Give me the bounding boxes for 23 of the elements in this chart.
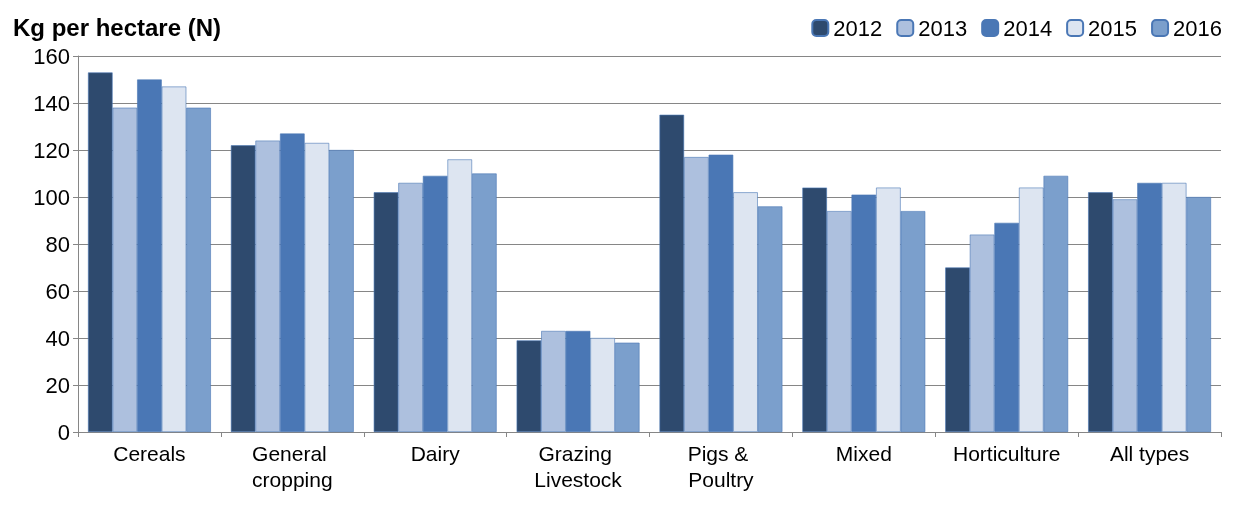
- y-tick-label: 120: [33, 137, 70, 163]
- x-tick-label: Horticulture: [953, 441, 1061, 465]
- legend-label: 2013: [918, 15, 968, 41]
- y-tick-label: 0: [57, 419, 70, 445]
- legend-label: 2012: [833, 15, 883, 41]
- legend-label: 2016: [1173, 15, 1223, 41]
- x-tick-label: Grazing Livestock: [534, 441, 623, 491]
- x-tick-label: Cereals: [113, 441, 186, 465]
- legend-label: 2015: [1088, 15, 1138, 41]
- x-tick-label: General cropping: [252, 441, 333, 491]
- legend-label: 2014: [1003, 15, 1053, 41]
- y-tick-label: 20: [45, 372, 70, 398]
- x-tick-label: Dairy: [410, 441, 461, 465]
- x-tick-label: Pigs & Poultry: [687, 441, 755, 491]
- y-tick-label: 160: [33, 43, 70, 69]
- y-tick-label: 60: [45, 278, 70, 304]
- y-tick-label: 140: [33, 90, 70, 116]
- y-tick-label: 80: [45, 231, 70, 257]
- x-tick-label: All types: [1109, 441, 1190, 465]
- y-tick-label: 40: [45, 325, 70, 351]
- y-axis-title: Kg per hectare (N): [13, 13, 222, 41]
- x-tick-label: Mixed: [835, 441, 892, 465]
- y-tick-label: 100: [33, 184, 70, 210]
